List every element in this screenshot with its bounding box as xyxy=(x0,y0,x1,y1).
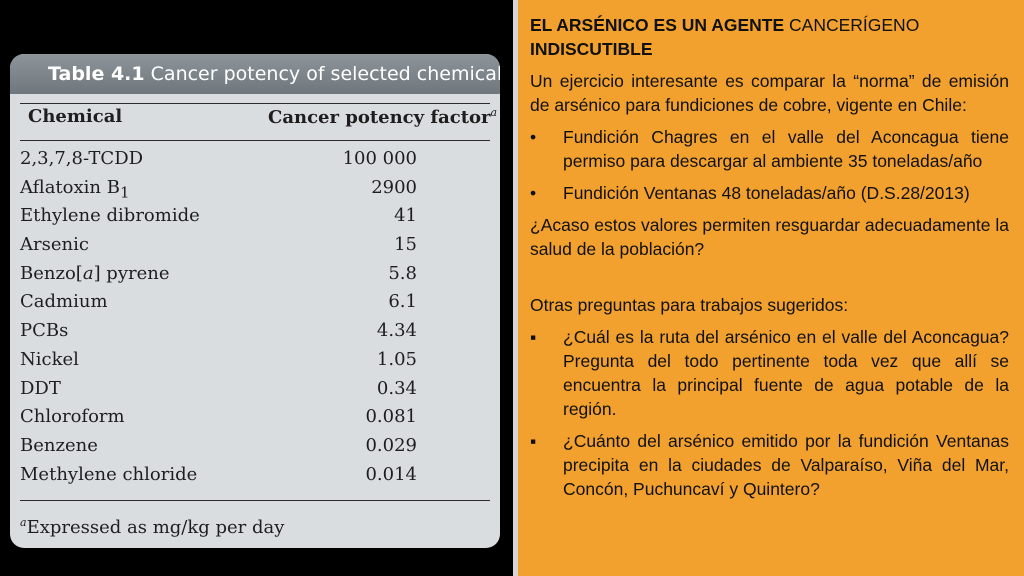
square-bullet-icon: ▪ xyxy=(530,431,537,451)
potency-value: 2900 xyxy=(371,176,417,198)
chemical-name: DDT xyxy=(20,377,61,399)
potency-value: 0.34 xyxy=(376,377,417,399)
potency-value: 0.029 xyxy=(365,434,417,456)
potency-value: 1.05 xyxy=(376,348,417,370)
table-row: Ethylene dibromide 41 xyxy=(10,205,500,234)
spacer xyxy=(530,269,1009,293)
potency-value: 4.34 xyxy=(376,320,417,342)
table-row: Chloroform 0.081 xyxy=(10,406,500,435)
header-footnote-mark: a xyxy=(490,106,498,119)
potency-value: 100 000 xyxy=(342,148,417,169)
panel-divider xyxy=(513,0,518,576)
chemical-name: Benzene xyxy=(20,434,98,456)
table-row: Arsenic 15 xyxy=(10,234,500,263)
potency-value: 6.1 xyxy=(388,291,417,313)
list-item: ▪ ¿Cuánto del arsénico emitido por la fu… xyxy=(530,431,1009,499)
list-item: ▪ ¿Cuál es la ruta del arsénico en el va… xyxy=(530,327,1009,419)
chemical-name: Ethylene dibromide xyxy=(20,205,200,227)
square-bullet-icon: ▪ xyxy=(530,327,537,347)
table-row: Methylene chloride 0.014 xyxy=(10,464,500,493)
chemical-name: Chloroform xyxy=(20,406,125,428)
text-body: EL ARSÉNICO ES UN AGENTE CANCERÍGENO IND… xyxy=(530,13,1009,509)
table-row: Nickel 1.05 xyxy=(10,349,500,378)
chemical-name: PCBs xyxy=(20,320,69,342)
table-row: DDT 0.34 xyxy=(10,378,500,407)
table-body: 2,3,7,8-TCDD 100 000 Aflatoxin B1 2900 E… xyxy=(10,148,500,492)
potency-value: 0.014 xyxy=(365,463,417,485)
list-item: • Fundición Chagres en el valle del Acon… xyxy=(530,127,1009,171)
column-header-factor: Cancer potency factora xyxy=(268,106,498,128)
table-header-rule xyxy=(20,140,490,141)
table-row: Aflatoxin B1 2900 xyxy=(10,177,500,206)
intro-paragraph: Un ejercicio interesante es comparar la … xyxy=(530,71,1009,115)
table-row: Benzo[a] pyrene 5.8 xyxy=(10,263,500,292)
table-row: 2,3,7,8-TCDD 100 000 xyxy=(10,148,500,177)
chemical-name: Cadmium xyxy=(20,291,108,313)
chemical-name: Aflatoxin B1 xyxy=(20,176,130,202)
potency-value: 5.8 xyxy=(388,262,417,284)
table-footnote: aExpressed as mg/kg per day xyxy=(20,516,285,538)
bullet-icon: • xyxy=(530,183,537,203)
table-row: Cadmium 6.1 xyxy=(10,291,500,320)
table-title: Table 4.1 Cancer potency of selected che… xyxy=(10,54,500,94)
chemical-name: Methylene chloride xyxy=(20,463,198,485)
slide-heading: EL ARSÉNICO ES UN AGENTE CANCERÍGENO IND… xyxy=(530,15,920,59)
table-row: Benzene 0.029 xyxy=(10,435,500,464)
potency-value: 15 xyxy=(394,234,417,256)
chemical-name: Arsenic xyxy=(20,234,89,256)
table-number: Table 4.1 xyxy=(48,63,145,85)
potency-value: 41 xyxy=(394,205,417,227)
chemical-name: Nickel xyxy=(20,348,79,370)
other-questions-heading: Otras preguntas para trabajos sugeridos: xyxy=(530,295,849,315)
table-top-rule xyxy=(20,103,490,104)
table-bottom-rule xyxy=(20,500,490,501)
table-row: PCBs 4.34 xyxy=(10,320,500,349)
chemical-name: 2,3,7,8-TCDD xyxy=(20,148,144,169)
chemical-name: Benzo[a] pyrene xyxy=(20,262,170,284)
column-header-chemical: Chemical xyxy=(28,106,123,127)
footnote-mark: a xyxy=(20,516,27,529)
list-item: • Fundición Ventanas 48 toneladas/año (D… xyxy=(530,183,970,203)
table-title-text: Cancer potency of selected chemicals xyxy=(150,63,500,85)
potency-value: 0.081 xyxy=(365,406,417,428)
bullet-icon: • xyxy=(530,127,537,147)
table-image: Table 4.1 Cancer potency of selected che… xyxy=(10,54,500,548)
question-paragraph: ¿Acaso estos valores permiten resguardar… xyxy=(530,215,1009,259)
text-panel: EL ARSÉNICO ES UN AGENTE CANCERÍGENO IND… xyxy=(518,0,1024,576)
